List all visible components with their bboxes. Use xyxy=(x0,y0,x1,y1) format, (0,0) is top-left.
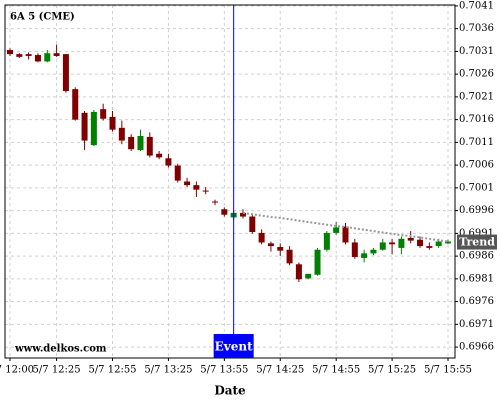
x-axis-title: Date xyxy=(214,384,246,398)
candle-body xyxy=(193,185,200,190)
y-tick-label: 0.7026 xyxy=(459,69,494,80)
candle-body xyxy=(305,273,312,279)
x-tick-label: 5/7 12:55 xyxy=(88,365,136,376)
candle-body xyxy=(202,190,209,192)
marks xyxy=(7,44,451,283)
candle-body xyxy=(277,247,284,251)
candle-body xyxy=(286,249,293,264)
y-tick-label: 0.6976 xyxy=(459,296,494,307)
y-tick-label: 0.6981 xyxy=(459,273,494,284)
candle-body xyxy=(389,242,396,245)
y-tick-label: 0.7031 xyxy=(459,46,494,57)
candle-body xyxy=(146,136,153,156)
x-tick-label: 5/7 12:25 xyxy=(33,365,81,376)
y-tick-label: 0.6991 xyxy=(459,228,494,239)
watermark: www.delkos.com xyxy=(14,344,107,355)
candle-body xyxy=(407,237,414,241)
y-tick-label: 0.7041 xyxy=(459,0,494,11)
candle-body xyxy=(221,209,228,215)
x-tick-label: 5/7 12:00 xyxy=(0,365,34,376)
chart-title: 6A 5 (CME) xyxy=(10,12,75,23)
candle-body xyxy=(44,53,51,62)
candle-body xyxy=(165,158,172,166)
candle-body xyxy=(90,111,97,146)
candle-body xyxy=(314,249,321,275)
candle-body xyxy=(34,55,41,62)
y-tick-label: 0.6996 xyxy=(459,205,494,216)
candle-body xyxy=(361,253,368,258)
candle-body xyxy=(174,165,181,181)
candle-body xyxy=(16,54,23,57)
candle-body xyxy=(398,238,405,248)
candle-body xyxy=(267,243,274,247)
y-tick-label: 0.6986 xyxy=(459,251,494,262)
y-tick-label: 0.6971 xyxy=(459,319,494,330)
x-tick-label: 5/7 13:55 xyxy=(200,365,248,376)
candle-body xyxy=(417,239,424,247)
candle-body xyxy=(128,136,135,150)
candle-body xyxy=(53,53,60,56)
candle-body xyxy=(342,226,349,243)
candle-body xyxy=(137,136,144,151)
event-label: Event xyxy=(215,340,253,354)
x-tick-label: 5/7 14:25 xyxy=(256,365,304,376)
candle-body xyxy=(295,264,302,280)
trend-label: Trend xyxy=(459,236,495,249)
candle-body xyxy=(7,50,13,55)
candle-body xyxy=(435,241,442,247)
candle-body xyxy=(351,242,358,258)
y-tick-label: 0.6966 xyxy=(459,342,494,353)
candle-body xyxy=(62,54,69,91)
x-tick-label: 5/7 13:25 xyxy=(144,365,192,376)
candle-body xyxy=(323,232,330,250)
candle-body xyxy=(249,216,256,232)
candle-body xyxy=(426,246,433,248)
candle-body xyxy=(118,127,125,141)
candle-body xyxy=(333,227,340,233)
candle-body xyxy=(109,116,116,130)
candle-body xyxy=(212,201,219,203)
y-tick-label: 0.7016 xyxy=(459,114,494,125)
y-tick-label: 0.7006 xyxy=(459,160,494,171)
candle-body xyxy=(156,153,163,158)
y-tick-label: 0.7021 xyxy=(459,91,494,102)
y-tick-label: 0.7001 xyxy=(459,182,494,193)
y-tick-label: 0.7011 xyxy=(459,137,494,148)
x-tick-label: 5/7 15:25 xyxy=(368,365,416,376)
x-tick-label: 5/7 14:55 xyxy=(312,365,360,376)
candle-body xyxy=(258,232,265,243)
candle-body xyxy=(370,249,377,254)
candle-body xyxy=(25,54,32,56)
candle-body xyxy=(379,242,386,250)
candle-body xyxy=(72,89,79,120)
y-tick-label: 0.7036 xyxy=(459,23,494,34)
candle-body xyxy=(184,181,191,186)
candle-body xyxy=(100,109,107,119)
trend-line xyxy=(242,211,449,243)
x-tick-label: 5/7 15:55 xyxy=(424,365,472,376)
candle-body xyxy=(445,241,451,244)
trend-label-box xyxy=(457,234,497,250)
candle-body xyxy=(239,212,246,217)
event-box xyxy=(213,334,254,358)
grid xyxy=(5,5,455,358)
candle-body xyxy=(81,112,88,141)
